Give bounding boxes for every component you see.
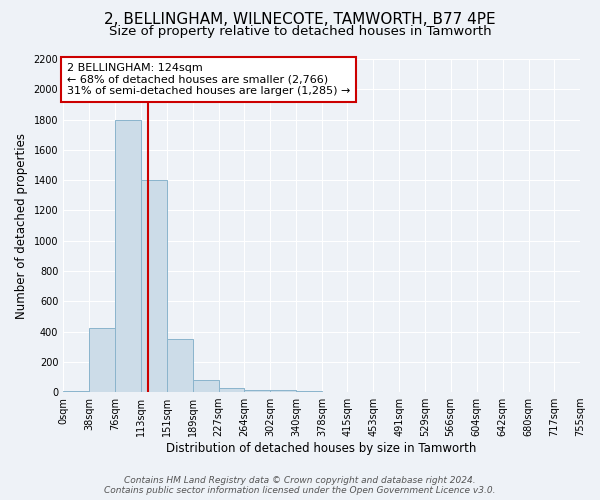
Bar [193,380,218,392]
Y-axis label: Number of detached properties: Number of detached properties [15,132,28,318]
X-axis label: Distribution of detached houses by size in Tamworth: Distribution of detached houses by size … [166,442,477,455]
Text: 2 BELLINGHAM: 124sqm
← 68% of detached houses are smaller (2,766)
31% of semi-de: 2 BELLINGHAM: 124sqm ← 68% of detached h… [67,63,350,96]
Bar [270,390,296,392]
Bar [167,339,193,392]
Bar [89,328,115,392]
Text: 2, BELLINGHAM, WILNECOTE, TAMWORTH, B77 4PE: 2, BELLINGHAM, WILNECOTE, TAMWORTH, B77 … [104,12,496,28]
Bar [218,388,244,392]
Text: Size of property relative to detached houses in Tamworth: Size of property relative to detached ho… [109,25,491,38]
Bar [115,120,140,392]
Bar [244,390,270,392]
Text: Contains HM Land Registry data © Crown copyright and database right 2024.
Contai: Contains HM Land Registry data © Crown c… [104,476,496,495]
Bar [140,180,167,392]
